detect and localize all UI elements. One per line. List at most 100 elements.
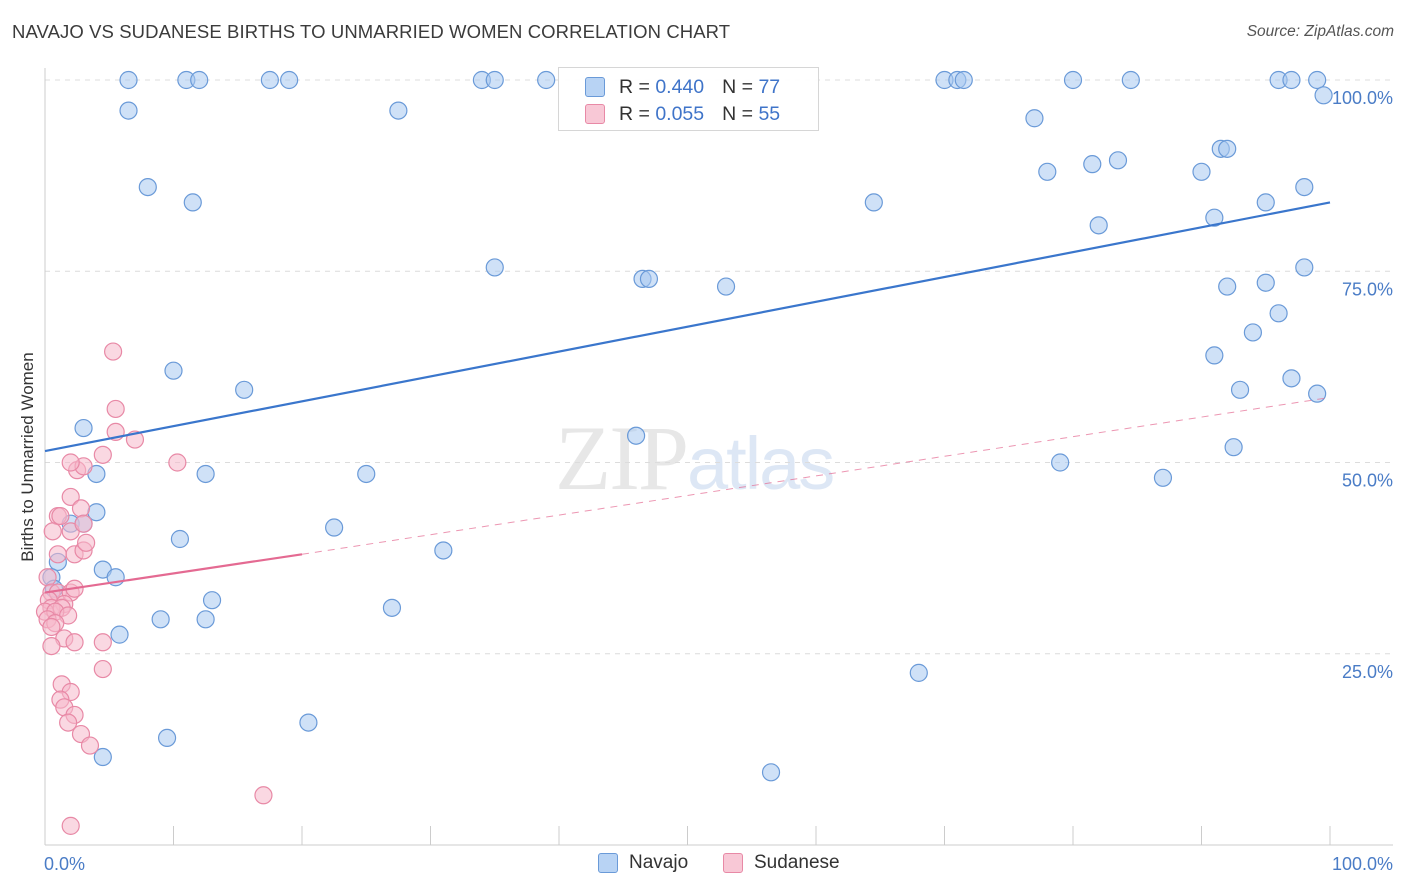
sudanese-point	[77, 533, 96, 552]
navajo-point	[1256, 193, 1275, 212]
legend-item-navajo[interactable]: Navajo	[598, 852, 688, 874]
y-tick-label: 75.0%	[1342, 279, 1393, 299]
sudanese-point	[80, 736, 100, 755]
navajo-point	[93, 747, 112, 767]
navajo-point	[190, 70, 209, 90]
legend-swatch-sudanese	[723, 853, 743, 873]
navajo-point	[1308, 384, 1327, 403]
sudanese-trend-line-extrapolated	[301, 396, 1331, 555]
navajo-point	[485, 258, 504, 277]
sudanese-point	[61, 816, 80, 835]
sudanese-point	[48, 545, 67, 564]
sudanese-point	[43, 522, 62, 541]
navajo-point	[1224, 438, 1243, 457]
navajo-point	[537, 70, 556, 90]
sudanese-point	[254, 786, 273, 805]
navajo-point	[626, 426, 646, 445]
sudanese-point	[65, 633, 84, 652]
sudanese-point	[93, 445, 112, 464]
sudanese-point	[38, 568, 57, 587]
navajo-point	[761, 763, 781, 782]
navajo-point	[1192, 162, 1211, 181]
navajo-point	[196, 464, 215, 484]
series-legend: Navajo Sudanese	[0, 852, 1406, 876]
navajo-point	[299, 713, 318, 732]
y-tick-label: 50.0%	[1342, 471, 1393, 491]
navajo-point	[1051, 453, 1070, 472]
navajo-point	[164, 361, 183, 380]
navajo-point	[110, 625, 129, 644]
navajo-point	[1295, 178, 1314, 197]
navajo-point	[357, 464, 376, 484]
sudanese-point	[51, 506, 70, 526]
y-axis-title: Births to Unmarried Women	[18, 352, 37, 561]
navajo-point	[1218, 277, 1237, 296]
navajo-point	[151, 610, 170, 629]
navajo-point	[1108, 151, 1128, 170]
navajo-trend-line	[44, 201, 1331, 453]
watermark-atlas: atlas	[687, 422, 835, 505]
legend-label-sudanese: Sudanese	[754, 852, 840, 873]
sudanese-point	[106, 399, 125, 419]
navajo-point	[485, 70, 504, 90]
navajo-point	[1282, 369, 1301, 388]
legend-n-label: N =	[722, 102, 754, 125]
sudanese-point	[74, 514, 93, 533]
navajo-point	[1282, 70, 1301, 90]
legend-swatch-sudanese	[585, 104, 605, 124]
y-tick-label: 25.0%	[1342, 662, 1393, 682]
watermark-zip: ZIP	[555, 407, 689, 509]
navajo-point	[1121, 70, 1140, 90]
sudanese-point	[71, 499, 91, 518]
navajo-point	[1269, 304, 1288, 323]
legend-r-label: R =	[619, 75, 650, 98]
navajo-point	[864, 193, 883, 212]
legend-r-label: R =	[619, 102, 650, 125]
legend-item-sudanese[interactable]: Sudanese	[723, 852, 840, 874]
navajo-point	[639, 269, 659, 288]
legend-row-sudanese: R = 0.055 N = 55	[585, 101, 780, 127]
navajo-point	[1205, 346, 1224, 365]
legend-r-value-navajo: 0.440	[655, 75, 705, 98]
navajo-point	[1230, 380, 1250, 399]
navajo-point	[1153, 468, 1173, 487]
navajo-point	[389, 101, 408, 120]
legend-swatch-navajo	[585, 77, 605, 97]
navajo-point	[716, 277, 736, 296]
navajo-point	[1243, 323, 1263, 342]
navajo-point	[954, 70, 973, 90]
navajo-point	[1218, 139, 1237, 158]
navajo-point	[196, 610, 215, 629]
legend-row-navajo: R = 0.440 N = 77	[585, 74, 780, 100]
navajo-point	[157, 728, 177, 748]
navajo-point	[280, 70, 299, 90]
watermark: ZIPatlas	[555, 405, 835, 511]
navajo-point	[1089, 216, 1108, 235]
sudanese-trend-line	[44, 553, 303, 594]
legend-r-value-sudanese: 0.055	[655, 102, 705, 125]
navajo-point	[1083, 155, 1102, 174]
legend-label-navajo: Navajo	[629, 852, 689, 873]
legend-n-value-navajo: 77	[758, 75, 781, 98]
sudanese-point	[42, 617, 61, 637]
navajo-point	[1308, 70, 1327, 90]
navajo-point	[170, 529, 190, 549]
legend-swatch-navajo	[598, 853, 618, 873]
navajo-point	[183, 193, 202, 212]
sudanese-point	[42, 636, 61, 656]
navajo-point	[382, 598, 402, 617]
x-tick-label: 100.0%	[1332, 854, 1393, 874]
navajo-point	[1256, 273, 1275, 292]
navajo-point	[434, 541, 453, 560]
sudanese-point	[93, 659, 112, 679]
source-label: Source: ZipAtlas.com	[1246, 23, 1394, 40]
stats-legend: R = 0.440 N = 77 R = 0.055 N = 55	[558, 67, 819, 131]
x-tick-label: 0.0%	[44, 854, 85, 874]
sudanese-point	[61, 453, 80, 472]
navajo-point	[202, 591, 222, 610]
sudanese-point	[93, 633, 112, 652]
chart-title: NAVAJO VS SUDANESE BIRTHS TO UNMARRIED W…	[12, 21, 731, 42]
sudanese-point	[168, 453, 187, 472]
sudanese-point	[59, 713, 78, 732]
